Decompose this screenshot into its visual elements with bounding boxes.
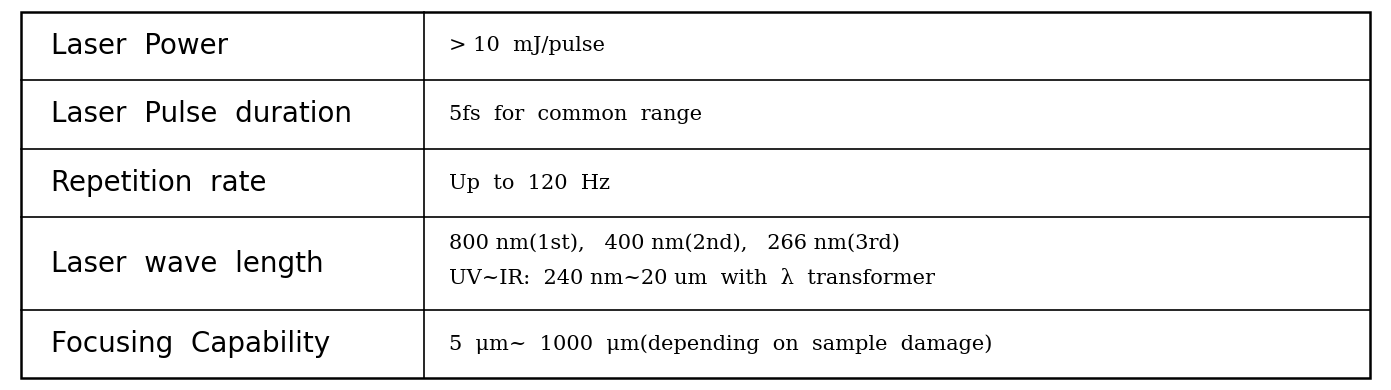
Text: 5  μm~  1000  μm(depending  on  sample  damage): 5 μm~ 1000 μm(depending on sample damage…	[449, 334, 993, 354]
Text: UV~IR:  240 nm~20 um  with  λ  transformer: UV~IR: 240 nm~20 um with λ transformer	[449, 269, 935, 288]
Text: > 10  mJ/pulse: > 10 mJ/pulse	[449, 36, 605, 55]
Text: Repetition  rate: Repetition rate	[51, 169, 267, 197]
Text: 5fs  for  common  range: 5fs for common range	[449, 105, 702, 124]
Text: Laser  wave  length: Laser wave length	[51, 250, 324, 278]
Text: Laser  Pulse  duration: Laser Pulse duration	[51, 101, 352, 128]
Text: Laser  Power: Laser Power	[51, 32, 228, 60]
FancyBboxPatch shape	[21, 12, 1370, 378]
Text: Up  to  120  Hz: Up to 120 Hz	[449, 174, 611, 193]
Text: 800 nm(1st),   400 nm(2nd),   266 nm(3rd): 800 nm(1st), 400 nm(2nd), 266 nm(3rd)	[449, 234, 900, 253]
Text: Focusing  Capability: Focusing Capability	[51, 330, 331, 358]
